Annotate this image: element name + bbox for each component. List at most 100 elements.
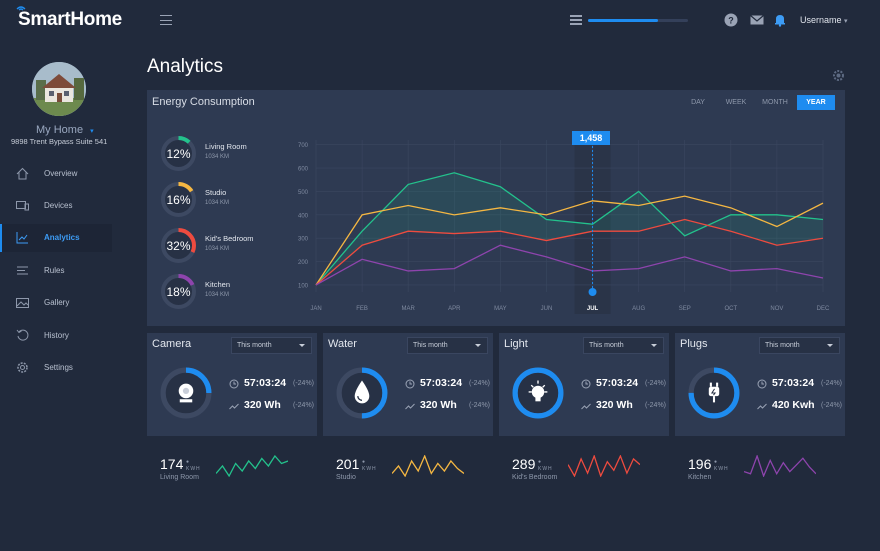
settings-icon: [17, 362, 28, 373]
sidebar-item-label: Analytics: [44, 233, 80, 242]
room-percent: 18%: [166, 285, 191, 299]
room-name: Kid's Bedroom: [205, 234, 254, 243]
sidebar-item-gallery[interactable]: Gallery: [0, 289, 112, 317]
app-logo[interactable]: SmartHome: [16, 6, 122, 31]
gear-icon[interactable]: [832, 69, 845, 82]
logo-text: martHome: [30, 9, 122, 30]
room-percent: 16%: [166, 193, 191, 207]
summary-unit: KWH: [186, 466, 201, 472]
clock-icon: [581, 379, 591, 389]
energy-usage: 420 Kwh: [772, 399, 815, 411]
series-area: [316, 172, 823, 285]
range-year-button[interactable]: YEAR: [797, 95, 835, 110]
history-icon: [16, 329, 29, 341]
top-header: SmartHome ? Username ▾: [0, 0, 880, 40]
sparkline: [216, 455, 288, 477]
clock-icon: [405, 379, 415, 389]
range-day-button[interactable]: DAY: [691, 99, 705, 106]
devices-icon: [16, 201, 29, 211]
usage-time-delta: (-24%): [821, 380, 843, 387]
x-tick-label: AUG: [632, 306, 645, 312]
dropdown-value: This month: [413, 342, 448, 349]
x-tick-label: JUN: [541, 306, 553, 312]
page-title: Analytics: [147, 56, 224, 77]
usage-time: 57:03:24: [244, 377, 287, 389]
username-label: Username: [800, 15, 842, 25]
room-ring-item: 32% Kid's Bedroom 1034 KM: [160, 227, 290, 267]
help-icon[interactable]: ?: [724, 13, 738, 27]
y-tick-label: 300: [298, 237, 309, 243]
y-tick-label: 400: [298, 213, 309, 219]
summary-value: 289: [512, 456, 536, 472]
device-title: Water: [328, 338, 357, 350]
sidebar-item-rules[interactable]: Rules: [0, 257, 112, 285]
chevron-down-icon: ▾: [90, 128, 94, 135]
logo-prefix: S: [18, 9, 31, 30]
home-name: My Home: [36, 124, 84, 136]
period-dropdown[interactable]: This month: [759, 337, 840, 354]
usage-time-delta: (-24%): [469, 380, 491, 387]
gallery-icon: [16, 298, 29, 308]
house-photo: [32, 62, 86, 116]
trend-icon: [581, 403, 591, 410]
dropdown-value: This month: [765, 342, 800, 349]
summary-label: Studio: [336, 474, 356, 481]
summary-value: 174: [160, 456, 184, 472]
sparkline: [568, 455, 640, 477]
x-tick-label: JAN: [310, 306, 321, 312]
list-icon[interactable]: [570, 14, 582, 26]
sidebar-item-devices[interactable]: Devices: [0, 192, 112, 220]
range-month-button[interactable]: MONTH: [762, 99, 788, 106]
x-tick-label: MAY: [494, 306, 507, 312]
series-line: [315, 172, 824, 286]
sidebar-item-history[interactable]: History: [0, 322, 112, 350]
marker-dot[interactable]: [588, 288, 597, 296]
energy-usage-delta: (-24%): [821, 402, 843, 409]
y-tick-label: 700: [298, 143, 309, 149]
x-tick-label: NOV: [770, 306, 783, 312]
period-dropdown[interactable]: This month: [231, 337, 312, 354]
y-tick-label: 100: [298, 283, 309, 289]
room-ring: [161, 182, 196, 217]
mail-icon[interactable]: [750, 13, 764, 27]
sidebar-item-label: Settings: [44, 363, 73, 372]
dot-icon: ●: [186, 459, 191, 465]
x-tick-label: APR: [448, 306, 461, 312]
sidebar-item-analytics[interactable]: Analytics: [0, 224, 112, 252]
series-line: [315, 244, 824, 286]
clock-icon: [229, 379, 239, 389]
room-ring: [161, 228, 196, 263]
range-week-button[interactable]: WEEK: [725, 99, 747, 106]
period-dropdown[interactable]: This month: [407, 337, 488, 354]
energy-usage: 320 Wh: [244, 399, 281, 411]
period-dropdown[interactable]: This month: [583, 337, 664, 354]
wifi-icon: [16, 6, 26, 11]
device-title: Camera: [152, 338, 192, 350]
menu-icon[interactable]: [160, 15, 172, 25]
summary-unit: KWH: [714, 466, 729, 472]
energy-usage: 320 Wh: [596, 399, 633, 411]
energy-usage-delta: (-24%): [645, 402, 667, 409]
room-ring-item: 12% Living Room 1034 KM: [160, 135, 290, 175]
y-tick-label: 200: [298, 260, 309, 266]
x-tick-label: DEC: [817, 306, 830, 312]
home-selector[interactable]: My Home ▾: [36, 124, 94, 136]
room-percent: 32%: [166, 239, 191, 253]
x-tick-label: FEB: [356, 306, 368, 312]
usage-time: 57:03:24: [420, 377, 463, 389]
summary-unit: KWH: [538, 466, 553, 472]
dropdown-value: This month: [237, 342, 272, 349]
chart-tooltip: 1,458: [572, 131, 610, 145]
progress-bar: [588, 19, 688, 22]
room-sub: 1034 KM: [205, 154, 230, 160]
energy-usage: 320 Wh: [420, 399, 457, 411]
rules-icon: [17, 266, 28, 275]
bell-icon[interactable]: [773, 13, 787, 27]
series-line: [315, 195, 824, 286]
summary-unit: KWH: [362, 466, 377, 472]
user-menu[interactable]: Username ▾: [800, 15, 848, 25]
sidebar-item-settings[interactable]: Settings: [0, 354, 112, 382]
chevron-down-icon: [299, 344, 305, 347]
y-tick-label: 500: [298, 190, 309, 196]
sidebar-item-overview[interactable]: Overview: [0, 160, 112, 188]
